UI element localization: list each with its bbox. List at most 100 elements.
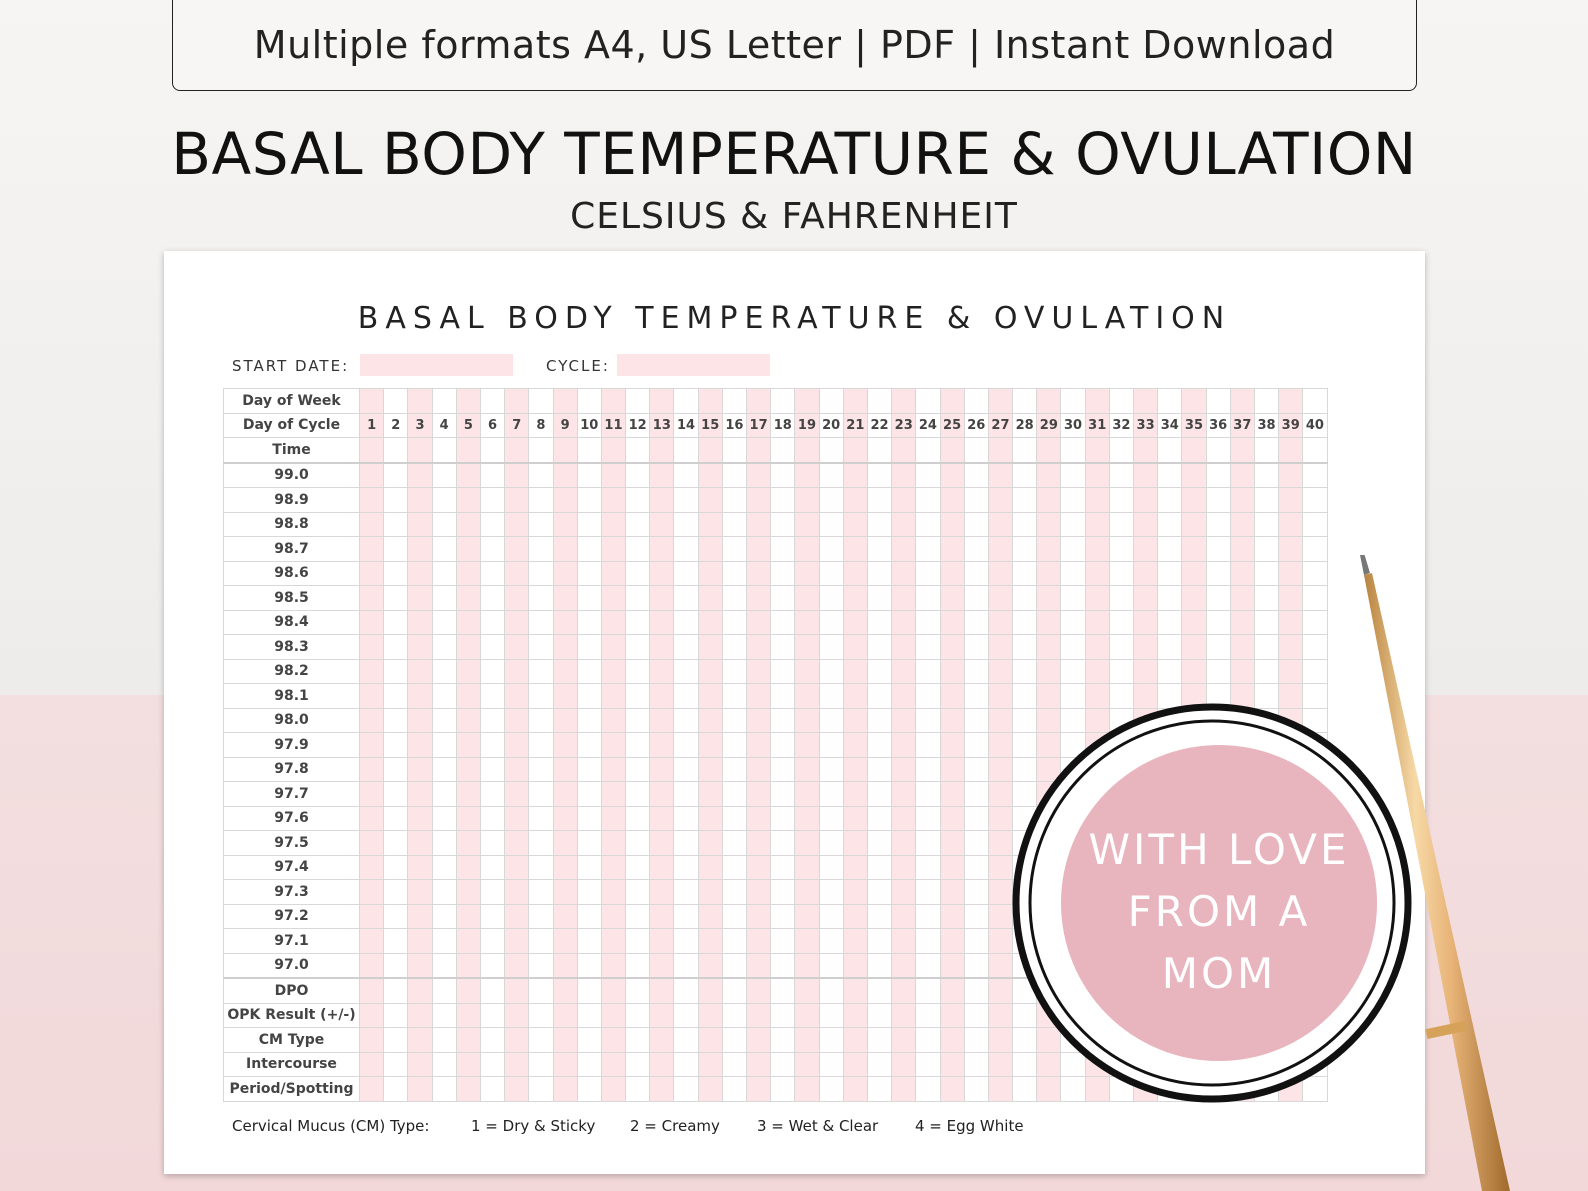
entry-cell[interactable]: [939, 634, 965, 660]
entry-cell[interactable]: [891, 854, 917, 880]
entry-cell[interactable]: [745, 634, 772, 660]
entry-cell[interactable]: [697, 511, 723, 537]
entry-cell[interactable]: [745, 928, 772, 954]
entry-cell[interactable]: [770, 634, 796, 660]
entry-cell[interactable]: [625, 388, 651, 414]
entry-cell[interactable]: [721, 658, 748, 684]
entry-cell[interactable]: [552, 461, 578, 488]
entry-cell[interactable]: [1084, 683, 1110, 709]
entry-cell[interactable]: [818, 1027, 844, 1053]
entry-cell[interactable]: [1302, 461, 1328, 488]
entry-cell[interactable]: [383, 756, 409, 782]
entry-cell[interactable]: [479, 952, 506, 979]
entry-cell[interactable]: [745, 1002, 772, 1028]
entry-cell[interactable]: [576, 560, 602, 586]
entry-cell[interactable]: [697, 928, 723, 954]
entry-cell[interactable]: [552, 781, 578, 807]
entry-cell[interactable]: [576, 658, 602, 684]
entry-cell[interactable]: [770, 461, 796, 488]
entry-cell[interactable]: [794, 952, 820, 979]
entry-cell[interactable]: [1084, 585, 1110, 611]
entry-cell[interactable]: [963, 511, 989, 537]
entry-cell[interactable]: [987, 536, 1014, 562]
entry-cell[interactable]: [455, 487, 481, 513]
entry-cell[interactable]: [963, 879, 989, 905]
entry-cell[interactable]: [1036, 634, 1062, 660]
entry-cell[interactable]: [866, 634, 893, 660]
entry-cell[interactable]: [431, 977, 457, 1004]
entry-cell[interactable]: [1181, 511, 1207, 537]
entry-cell[interactable]: [383, 1027, 409, 1053]
entry-cell[interactable]: [576, 634, 602, 660]
entry-cell[interactable]: [1278, 634, 1304, 660]
entry-cell[interactable]: [697, 1076, 723, 1102]
entry-cell[interactable]: [721, 388, 748, 414]
entry-cell[interactable]: [455, 854, 481, 880]
entry-cell[interactable]: [721, 928, 748, 954]
entry-cell[interactable]: [649, 1051, 675, 1077]
entry-cell[interactable]: [625, 756, 651, 782]
entry-cell[interactable]: [1108, 437, 1135, 463]
entry-cell[interactable]: [1302, 511, 1328, 537]
entry-cell[interactable]: [673, 461, 699, 488]
entry-cell[interactable]: [479, 461, 506, 488]
entry-cell[interactable]: [721, 437, 748, 463]
entry-cell[interactable]: [987, 781, 1014, 807]
entry-cell[interactable]: [504, 437, 530, 463]
entry-cell[interactable]: [818, 658, 844, 684]
entry-cell[interactable]: [866, 683, 893, 709]
entry-cell[interactable]: [939, 585, 965, 611]
entry-cell[interactable]: [358, 536, 385, 562]
entry-cell[interactable]: [1036, 461, 1062, 488]
entry-cell[interactable]: [407, 805, 433, 831]
entry-cell[interactable]: [1157, 560, 1183, 586]
entry-cell[interactable]: [770, 707, 796, 733]
entry-cell[interactable]: [745, 683, 772, 709]
entry-cell[interactable]: [842, 388, 868, 414]
entry-cell[interactable]: [1060, 1076, 1086, 1102]
entry-cell[interactable]: [528, 756, 554, 782]
entry-cell[interactable]: [866, 1051, 893, 1077]
entry-cell[interactable]: [407, 830, 433, 856]
entry-cell[interactable]: [649, 388, 675, 414]
entry-cell[interactable]: [1132, 658, 1159, 684]
entry-cell[interactable]: [987, 658, 1014, 684]
entry-cell[interactable]: [576, 487, 602, 513]
entry-cell[interactable]: [673, 560, 699, 586]
entry-cell[interactable]: [1157, 461, 1183, 488]
entry-cell[interactable]: [479, 1027, 506, 1053]
entry-cell[interactable]: [504, 461, 530, 488]
entry-cell[interactable]: [1302, 634, 1328, 660]
entry-cell[interactable]: [697, 854, 723, 880]
entry-cell[interactable]: [649, 952, 675, 979]
entry-cell[interactable]: [528, 1051, 554, 1077]
entry-cell[interactable]: [721, 977, 748, 1004]
entry-cell[interactable]: [1253, 487, 1280, 513]
entry-cell[interactable]: [383, 707, 409, 733]
entry-cell[interactable]: [673, 977, 699, 1004]
entry-cell[interactable]: [891, 1002, 917, 1028]
entry-cell[interactable]: [600, 1076, 627, 1102]
entry-cell[interactable]: [431, 928, 457, 954]
entry-cell[interactable]: [1036, 732, 1062, 758]
entry-cell[interactable]: [600, 830, 627, 856]
entry-cell[interactable]: [745, 437, 772, 463]
entry-cell[interactable]: [697, 487, 723, 513]
entry-cell[interactable]: [1278, 609, 1304, 635]
entry-cell[interactable]: [528, 707, 554, 733]
entry-cell[interactable]: [455, 1002, 481, 1028]
entry-cell[interactable]: [1084, 634, 1110, 660]
entry-cell[interactable]: [407, 560, 433, 586]
entry-cell[interactable]: [842, 903, 868, 929]
entry-cell[interactable]: [431, 1051, 457, 1077]
entry-cell[interactable]: [1036, 511, 1062, 537]
entry-cell[interactable]: [479, 756, 506, 782]
entry-cell[interactable]: [987, 511, 1014, 537]
entry-cell[interactable]: [625, 707, 651, 733]
entry-cell[interactable]: [770, 756, 796, 782]
entry-cell[interactable]: [915, 609, 941, 635]
entry-cell[interactable]: [721, 830, 748, 856]
entry-cell[interactable]: [383, 1076, 409, 1102]
entry-cell[interactable]: [987, 1027, 1014, 1053]
entry-cell[interactable]: [818, 1076, 844, 1102]
